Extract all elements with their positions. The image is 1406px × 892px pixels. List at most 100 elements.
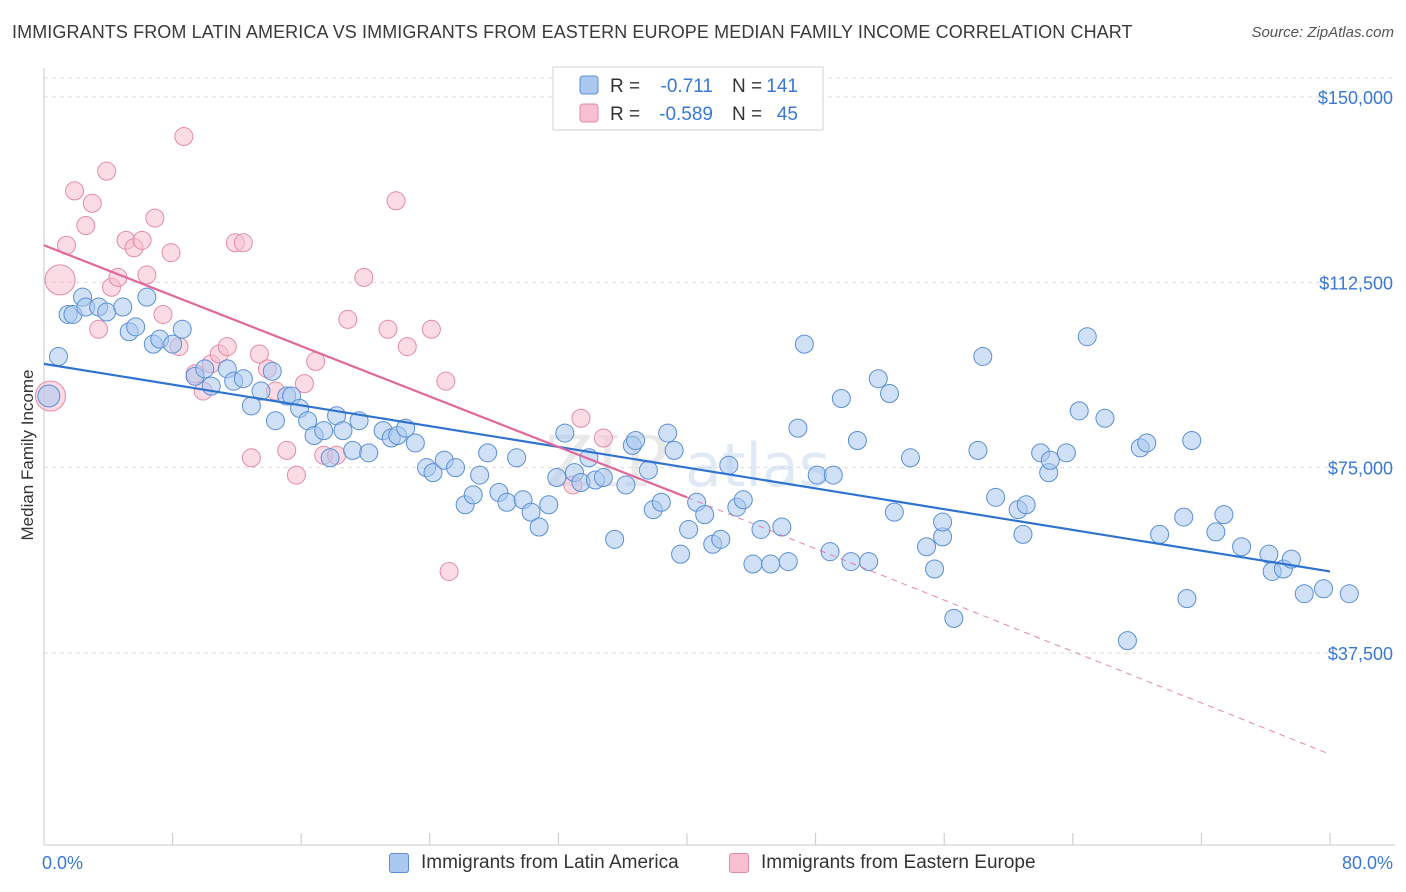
legend-n-value: 45 [777,104,798,125]
data-point-eastern-europe [153,304,173,324]
data-point-eastern-europe [286,465,306,485]
legend-r-value: -0.711 [661,76,713,97]
data-point-latin-america [1339,584,1359,604]
legend-swatch-blue [579,75,599,95]
data-point-latin-america [529,517,549,537]
watermark: ZIP atlas [545,421,830,503]
data-point-latin-america [664,440,684,460]
data-point-eastern-europe [76,215,96,235]
data-point-latin-america [605,529,625,549]
data-point-latin-america [1206,522,1226,542]
data-point-eastern-europe [436,371,456,391]
x-tick-label-max: 80.0% [1342,853,1393,873]
data-point-latin-america [262,361,282,381]
data-point-latin-america [626,430,646,450]
data-point-latin-america [880,384,900,404]
legend-swatch-pink [729,853,749,873]
data-point-latin-america [547,468,567,488]
legend-n-label: N = [732,104,762,125]
data-point-latin-america [973,346,993,366]
legend-top: R = -0.711 N = 141 R = -0.589 N = 45 [552,66,824,131]
data-point-latin-america [1137,433,1157,453]
y-tick-labels: $37,500 $75,000 $112,500 $150,000 [1318,88,1393,664]
y-tick-label: $37,500 [1328,644,1393,664]
data-point-latin-america [233,369,253,389]
data-point-eastern-europe [89,319,109,339]
data-point-eastern-europe [294,374,314,394]
x-tick-label-min: 0.0% [42,853,83,873]
data-point-latin-america [163,334,183,354]
axis-layer [43,68,1395,846]
data-point-eastern-europe [386,191,406,211]
data-point-latin-america [507,448,527,468]
data-point-latin-america [555,423,575,443]
data-point-latin-america [137,287,157,307]
data-point-latin-america [1095,408,1115,428]
legend-bottom: Immigrants from Latin America Immigrants… [0,852,1406,878]
data-point-latin-america [638,460,658,480]
trend-lines [43,244,1331,755]
data-point-latin-america [446,458,466,478]
data-point-latin-america [711,529,731,549]
data-point-eastern-europe [132,230,152,250]
legend-r-value: -0.589 [659,104,713,125]
data-point-latin-america [470,465,490,485]
data-point-latin-america [1177,589,1197,609]
data-point-latin-america [868,369,888,389]
data-point-latin-america [1214,505,1234,525]
data-point-latin-america [743,554,763,574]
data-point-latin-america [37,384,61,408]
data-point-latin-america [933,512,953,532]
data-point-latin-america [823,465,843,485]
data-point-latin-america [616,475,636,495]
data-point-latin-america [778,552,798,572]
data-point-eastern-europe [97,161,117,181]
y-axis-label: Median Family Income [18,369,37,540]
data-point-eastern-europe [145,208,165,228]
data-point-latin-america [195,359,215,379]
data-point-latin-america [751,519,771,539]
data-point-latin-america [651,492,671,512]
trend-line-eastern-europe [43,244,688,499]
legend-r-label: R = [610,76,640,97]
legend-n-label: N = [732,76,762,97]
data-point-latin-america [1013,524,1033,544]
data-point-latin-america [497,492,517,512]
data-point-latin-america [1056,443,1076,463]
data-point-latin-america [126,317,146,337]
legend-label-latin-america: Immigrants from Latin America [421,852,679,873]
data-point-latin-america [593,468,613,488]
data-point-latin-america [463,485,483,505]
data-point-latin-america [359,443,379,463]
legend-n-value: 141 [766,76,798,97]
data-point-latin-america [1294,584,1314,604]
data-point-latin-america [343,440,363,460]
data-point-eastern-europe [277,440,297,460]
data-point-latin-america [968,440,988,460]
data-point-latin-america [944,608,964,628]
data-point-latin-america [423,463,443,483]
y-tick-label: $112,500 [1319,273,1393,293]
data-point-latin-america [772,517,792,537]
data-point-latin-america [831,388,851,408]
data-point-latin-america [1182,430,1202,450]
data-point-latin-america [48,346,68,366]
data-point-latin-america [658,423,678,443]
data-point-latin-america [841,552,861,572]
legend-swatch-pink [579,103,599,123]
y-tick-label: $150,000 [1318,88,1393,108]
data-point-latin-america [251,381,271,401]
data-point-eastern-europe [241,448,261,468]
data-point-eastern-europe [82,193,102,213]
data-point-latin-america [719,455,739,475]
legend-label-eastern-europe: Immigrants from Eastern Europe [761,852,1036,873]
data-point-latin-america [1077,327,1097,347]
legend-item-latin-america: Immigrants from Latin America [389,852,679,874]
data-point-latin-america [405,433,425,453]
data-point-latin-america [1069,401,1089,421]
data-point-eastern-europe [354,267,374,287]
data-point-latin-america [172,319,192,339]
data-point-latin-america [320,448,340,468]
data-point-latin-america [884,502,904,522]
